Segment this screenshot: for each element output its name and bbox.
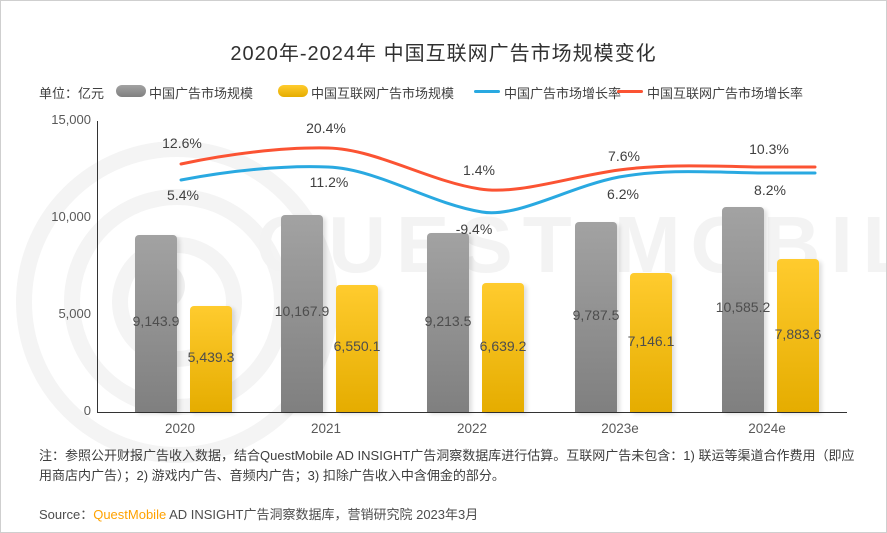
value-internet-2023e: 7,146.1: [627, 332, 675, 349]
pct-total-2023e: 6.2%: [607, 186, 639, 202]
y-tick-10000: 10,000: [51, 209, 91, 224]
pct-internet-2021: 20.4%: [306, 120, 346, 136]
value-internet-2024e: 7,883.6: [774, 325, 822, 342]
bar-total-2022: [427, 233, 469, 412]
unit-label: 单位：亿元: [39, 86, 105, 101]
source-rest: AD INSIGHT广告洞察数据库，营销研究院 2023年3月: [166, 507, 479, 522]
value-total-2024e: 10,585.2: [715, 299, 771, 316]
x-tick-2021: 2021: [310, 421, 342, 436]
pct-total-2020: 5.4%: [167, 187, 199, 203]
pct-internet-2024e: 10.3%: [749, 141, 789, 157]
legend-swatch-gray-bar-icon: [116, 85, 146, 97]
source-prefix: Source：: [39, 507, 94, 522]
legend-label-total-market: 中国广告市场规模: [149, 86, 254, 101]
y-tick-15000: 15,000: [51, 112, 91, 127]
bar-internet-2021: [336, 284, 378, 412]
x-tick-2022: 2022: [456, 421, 488, 436]
legend-label-total-growth: 中国广告市场增长率: [504, 86, 622, 101]
source-line: Source：QuestMobile AD INSIGHT广告洞察数据库，营销研…: [39, 504, 859, 523]
legend-swatch-yellow-bar-icon: [278, 85, 308, 97]
value-total-2021: 10,167.9: [274, 303, 330, 320]
legend-label-internet-growth: 中国互联网广告市场增长率: [647, 86, 804, 101]
legend-label-internet-market: 中国互联网广告市场规模: [311, 86, 455, 101]
bar-total-2023e: [575, 222, 617, 412]
legend-swatch-red-line-icon: [617, 90, 643, 93]
x-tick-2023e: 2023e: [601, 421, 639, 436]
value-total-2020: 9,143.9: [132, 313, 180, 330]
blue-growth-line: [179, 165, 817, 215]
legend: 单位：亿元 中国广告市场规模 中国互联网广告市场规模 中国广告市场增长率 中国互…: [1, 81, 886, 101]
pct-internet-2022: 1.4%: [463, 162, 495, 178]
y-tick-5000: 5,000: [58, 306, 91, 321]
value-internet-2021: 6,550.1: [333, 338, 381, 355]
y-tick-0: 0: [83, 403, 91, 418]
bar-internet-2023e: [630, 273, 672, 412]
chart-title: 2020年-2024年 中国互联网广告市场规模变化: [230, 43, 657, 65]
bar-internet-2024e: [777, 259, 819, 412]
x-tick-2020: 2020: [164, 421, 196, 436]
legend-swatch-blue-line-icon: [474, 90, 500, 93]
plot-area: 9,143.9 10,167.9 9,213.5 9,787.5 10,585.…: [97, 120, 847, 436]
bar-internet-2022: [482, 283, 524, 412]
pct-total-2024e: 8.2%: [754, 182, 786, 198]
value-total-2022: 9,213.5: [424, 312, 472, 329]
pct-internet-2020: 12.6%: [162, 135, 202, 151]
value-internet-2022: 6,639.2: [479, 337, 527, 354]
pct-total-2022: -9.4%: [455, 221, 493, 237]
source-brand: QuestMobile: [93, 507, 167, 522]
footnote: 注：参照公开财报广告收入数据，结合QuestMobile AD INSIGHT广…: [39, 448, 855, 483]
value-internet-2020: 5,439.3: [187, 349, 235, 366]
value-total-2023e: 9,787.5: [572, 307, 620, 324]
pct-total-2021: 11.2%: [309, 174, 349, 190]
x-tick-2024e: 2024e: [748, 421, 786, 436]
bar-total-2024e: [722, 206, 764, 412]
pct-internet-2023e: 7.6%: [608, 148, 640, 164]
